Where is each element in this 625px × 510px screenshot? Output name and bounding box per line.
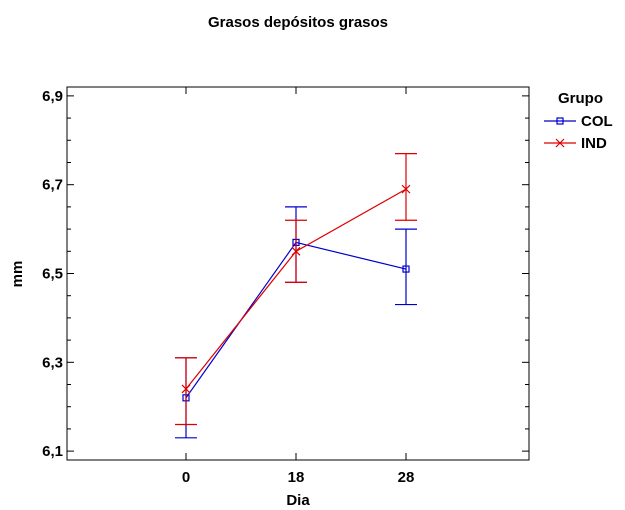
- data-point-ind: [401, 184, 411, 194]
- data-point-ind-stroke-b: [401, 184, 411, 194]
- legend-marker-ind: [555, 138, 565, 148]
- y-axis-title: mm: [9, 261, 26, 288]
- x-tick-label: 0: [182, 469, 190, 486]
- y-tick-label: 6,5: [42, 266, 63, 283]
- x-tick-label: 18: [288, 469, 305, 486]
- x-axis: 0 18 28: [182, 87, 415, 486]
- data-point-col: [402, 265, 410, 273]
- legend-marker-ind-stroke-b: [555, 138, 565, 148]
- y-tick-label: 6,7: [42, 177, 63, 194]
- y-axis: 6,1 6,3 6,5 6,7 6,9: [42, 88, 529, 460]
- legend-label-col: COL: [581, 113, 613, 130]
- data-point-ind: [181, 384, 191, 394]
- legend-marker-col: [556, 117, 564, 125]
- data-point-ind-stroke-b: [291, 246, 301, 256]
- legend-title: Grupo: [558, 90, 603, 107]
- x-tick-label: 28: [398, 469, 415, 486]
- y-tick-label: 6,3: [42, 354, 63, 371]
- legend: Grupo COL IND: [544, 90, 613, 152]
- chart-title: Grasos depósitos grasos: [208, 14, 388, 31]
- data-point-ind-stroke-b: [181, 384, 191, 394]
- series-layer: [175, 153, 417, 439]
- y-tick-label: 6,1: [42, 443, 63, 460]
- y-tick-label: 6,9: [42, 88, 63, 105]
- x-axis-title: Dia: [286, 492, 310, 509]
- data-point-ind: [291, 246, 301, 256]
- legend-label-ind: IND: [581, 135, 607, 152]
- plot-area: [66, 86, 530, 461]
